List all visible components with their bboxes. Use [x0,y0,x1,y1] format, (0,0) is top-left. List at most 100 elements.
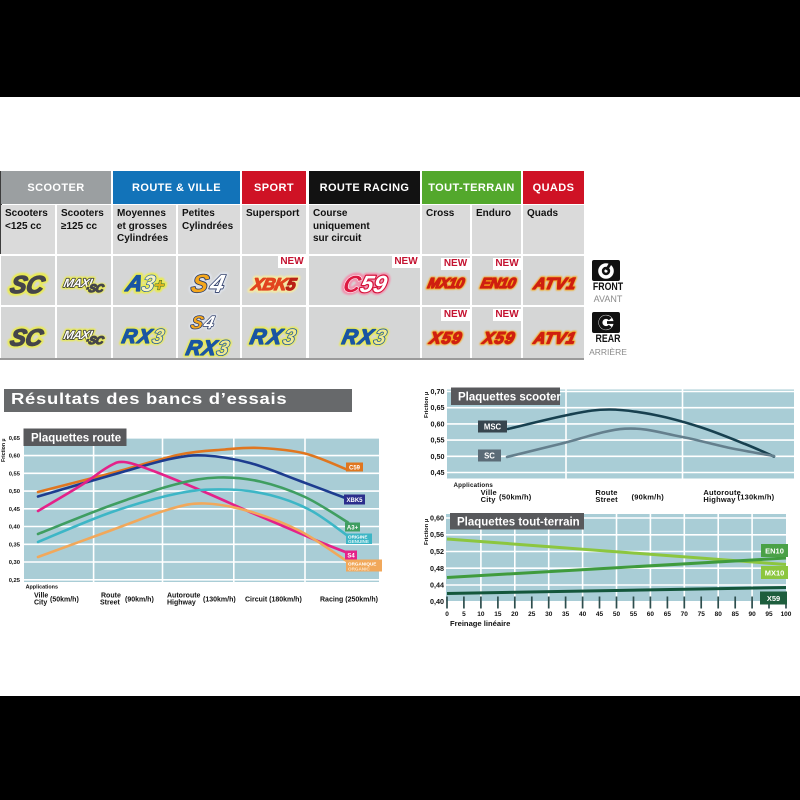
svg-text:0,60: 0,60 [430,514,444,523]
svg-text:0,70: 0,70 [431,387,445,396]
svg-text:ATV1: ATV1 [531,330,577,348]
svg-text:Plaquettes route: Plaquettes route [31,433,121,445]
svg-text:SC: SC [484,452,495,461]
svg-text:Autoroute: Autoroute [703,488,741,497]
svg-text:0,50: 0,50 [431,452,445,461]
svg-text:Ville: Ville [481,488,497,497]
svg-text:MX10: MX10 [426,276,467,292]
svg-text:0,65: 0,65 [9,436,21,442]
svg-text:MAXI: MAXI [62,276,94,290]
svg-text:0,48: 0,48 [430,564,444,573]
svg-text:A3+: A3+ [123,270,168,296]
svg-text:S4: S4 [189,270,230,298]
svg-text:Autoroute: Autoroute [167,593,201,600]
svg-text:0,65: 0,65 [431,403,445,412]
svg-text:MAXI: MAXI [62,328,94,342]
svg-text:30: 30 [545,611,553,618]
svg-text:20: 20 [511,611,519,618]
svg-text:0,56: 0,56 [430,530,444,539]
svg-text:·SC: ·SC [84,335,105,347]
svg-text:EN10: EN10 [479,276,518,292]
svg-text:85: 85 [732,611,740,618]
svg-text:X59: X59 [427,329,464,348]
svg-text:EN10: EN10 [479,276,518,292]
svg-text:SC: SC [8,325,47,352]
svg-text:0,30: 0,30 [9,560,20,566]
svg-text:80: 80 [715,611,723,618]
svg-text:MAXI: MAXI [62,276,94,290]
svg-text:(130km/h): (130km/h) [203,597,236,604]
svg-text:City: City [481,495,497,504]
svg-text:ATV1: ATV1 [531,275,578,293]
svg-text:Applications: Applications [26,585,58,591]
svg-text:·SC: ·SC [84,335,105,347]
svg-text:City: City [34,600,47,607]
svg-text:XBK5: XBK5 [249,274,298,294]
svg-text:0,40: 0,40 [9,525,20,531]
svg-text:Applications: Applications [454,482,494,489]
svg-text:75: 75 [698,611,706,618]
svg-text:0,50: 0,50 [9,489,20,495]
svg-text:Freinage linéaire: Freinage linéaire [450,619,510,628]
svg-text:Ville: Ville [34,593,48,600]
svg-text:RX3: RX3 [184,337,232,360]
svg-text:·SC: ·SC [84,283,105,295]
svg-text:Plaquettes tout-terrain: Plaquettes tout-terrain [457,517,580,529]
svg-text:X59: X59 [480,329,517,348]
svg-text:0,52: 0,52 [430,547,444,556]
svg-text:ATV1: ATV1 [531,275,578,293]
svg-text:MSC: MSC [484,423,502,432]
svg-text:0,60: 0,60 [431,419,445,428]
svg-text:Route: Route [595,488,617,497]
svg-text:RX3: RX3 [184,337,232,360]
svg-text:0,45: 0,45 [431,468,445,477]
svg-text:ORIGINE: ORIGINE [348,535,367,540]
svg-text:ATV1: ATV1 [531,330,577,348]
svg-text:Route: Route [101,593,121,600]
svg-text:45: 45 [596,611,604,618]
svg-text:0: 0 [445,611,449,618]
svg-text:95: 95 [765,611,773,618]
svg-text:MAXI: MAXI [62,328,94,342]
svg-text:0,45: 0,45 [9,507,21,513]
svg-text:100: 100 [781,611,792,618]
svg-text:70: 70 [681,611,689,618]
svg-text:50: 50 [613,611,621,618]
svg-text:60: 60 [647,611,655,618]
svg-text:(50km/h): (50km/h) [499,493,532,502]
svg-text:Racing (250km/h): Racing (250km/h) [320,597,378,604]
svg-text:0,60: 0,60 [9,454,20,460]
svg-text:0,44: 0,44 [430,581,444,590]
svg-text:10: 10 [477,611,485,618]
svg-text:S4: S4 [189,313,217,333]
svg-text:RX3: RX3 [248,324,300,349]
svg-text:Street: Street [595,495,618,504]
svg-text:(90km/h): (90km/h) [632,493,665,502]
svg-text:X59: X59 [427,329,464,348]
svg-text:Friction µ: Friction µ [424,519,430,545]
svg-text:0,40: 0,40 [430,597,444,606]
svg-text:X59: X59 [480,329,517,348]
svg-text:X59: X59 [767,594,780,603]
svg-text:Highway: Highway [703,495,736,504]
svg-text:GENUINE: GENUINE [348,539,369,544]
svg-text:55: 55 [630,611,638,618]
svg-text:Friction µ: Friction µ [1,439,7,462]
svg-text:EN10: EN10 [765,547,784,556]
svg-text:·SC: ·SC [84,283,105,295]
svg-text:S4: S4 [347,554,355,560]
svg-text:0,55: 0,55 [431,436,445,445]
svg-text:ORGANIC: ORGANIC [348,567,370,572]
svg-text:5: 5 [462,611,466,618]
svg-text:RX3: RX3 [340,326,390,349]
svg-text:25: 25 [528,611,536,618]
svg-text:15: 15 [494,611,502,618]
svg-text:40: 40 [579,611,587,618]
svg-text:(130km/h): (130km/h) [738,493,775,502]
svg-text:Street: Street [100,600,121,607]
svg-text:35: 35 [562,611,570,618]
svg-text:(90km/h): (90km/h) [125,597,154,604]
svg-text:A3+: A3+ [347,526,359,532]
svg-text:S4: S4 [189,313,217,333]
svg-text:Highway: Highway [167,600,196,607]
